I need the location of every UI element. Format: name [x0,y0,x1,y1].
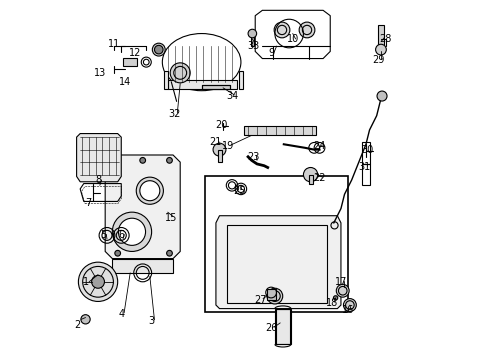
Circle shape [154,45,163,54]
Circle shape [213,143,225,156]
Bar [112,258,173,273]
Bar [164,71,167,89]
Circle shape [247,29,256,38]
Text: 23: 23 [247,152,259,162]
Text: 27: 27 [254,295,266,305]
Circle shape [91,275,104,288]
Text: 11: 11 [108,39,120,49]
Bar [123,58,136,66]
Bar [250,35,253,46]
Bar [308,175,312,184]
Text: 30: 30 [361,145,373,155]
Circle shape [375,44,386,55]
Text: 10: 10 [286,34,298,44]
Text: 22: 22 [313,173,325,183]
Text: 29: 29 [371,55,384,65]
Circle shape [78,262,118,301]
Circle shape [140,181,160,201]
Text: 9: 9 [268,48,274,58]
Bar [274,309,290,344]
Polygon shape [216,216,340,309]
Circle shape [140,157,145,163]
Circle shape [81,315,90,324]
Polygon shape [105,155,180,258]
Text: 24: 24 [313,141,325,151]
Circle shape [336,284,348,297]
Bar [378,24,383,46]
Text: 6: 6 [118,230,124,240]
Text: 26: 26 [264,323,277,333]
Bar [167,80,237,89]
Text: 21: 21 [209,138,222,148]
Text: 17: 17 [334,277,346,287]
Text: 18: 18 [325,298,338,308]
Bar [201,85,230,89]
Bar [244,126,315,135]
Circle shape [152,43,165,56]
Circle shape [112,212,151,251]
Bar [239,71,242,89]
Circle shape [343,298,356,311]
Bar [275,309,290,343]
Bar [266,289,275,300]
Bar [217,150,222,162]
Text: 2: 2 [74,320,81,330]
Text: 33: 33 [247,41,259,51]
Text: 4: 4 [118,309,124,319]
Circle shape [115,157,121,163]
Circle shape [136,177,163,204]
Text: 20: 20 [215,120,227,130]
Text: 15: 15 [165,212,177,222]
Circle shape [118,218,145,246]
Circle shape [299,22,314,38]
Text: 1: 1 [82,277,88,287]
Circle shape [170,63,190,83]
Circle shape [166,250,172,256]
Circle shape [333,296,337,300]
Text: 13: 13 [94,68,106,78]
Circle shape [274,22,289,38]
Circle shape [376,91,386,101]
Bar [362,143,369,164]
Text: 3: 3 [148,316,154,326]
Circle shape [166,157,172,163]
Bar [205,176,347,312]
Text: 16: 16 [341,305,353,315]
Bar [226,225,326,303]
Text: 5: 5 [100,230,106,240]
Circle shape [266,288,282,304]
Circle shape [303,167,317,182]
Polygon shape [77,134,121,182]
Text: 31: 31 [357,162,369,172]
Bar [362,164,369,185]
Text: 14: 14 [119,77,131,87]
Text: 28: 28 [379,34,391,44]
Circle shape [115,250,121,256]
Text: 7: 7 [85,198,91,208]
Text: 12: 12 [129,48,142,58]
Text: 34: 34 [225,91,238,101]
Bar [201,85,230,89]
Text: 19: 19 [222,141,234,151]
Text: 8: 8 [96,175,102,185]
Text: 32: 32 [168,109,181,119]
Text: 25: 25 [232,186,245,196]
